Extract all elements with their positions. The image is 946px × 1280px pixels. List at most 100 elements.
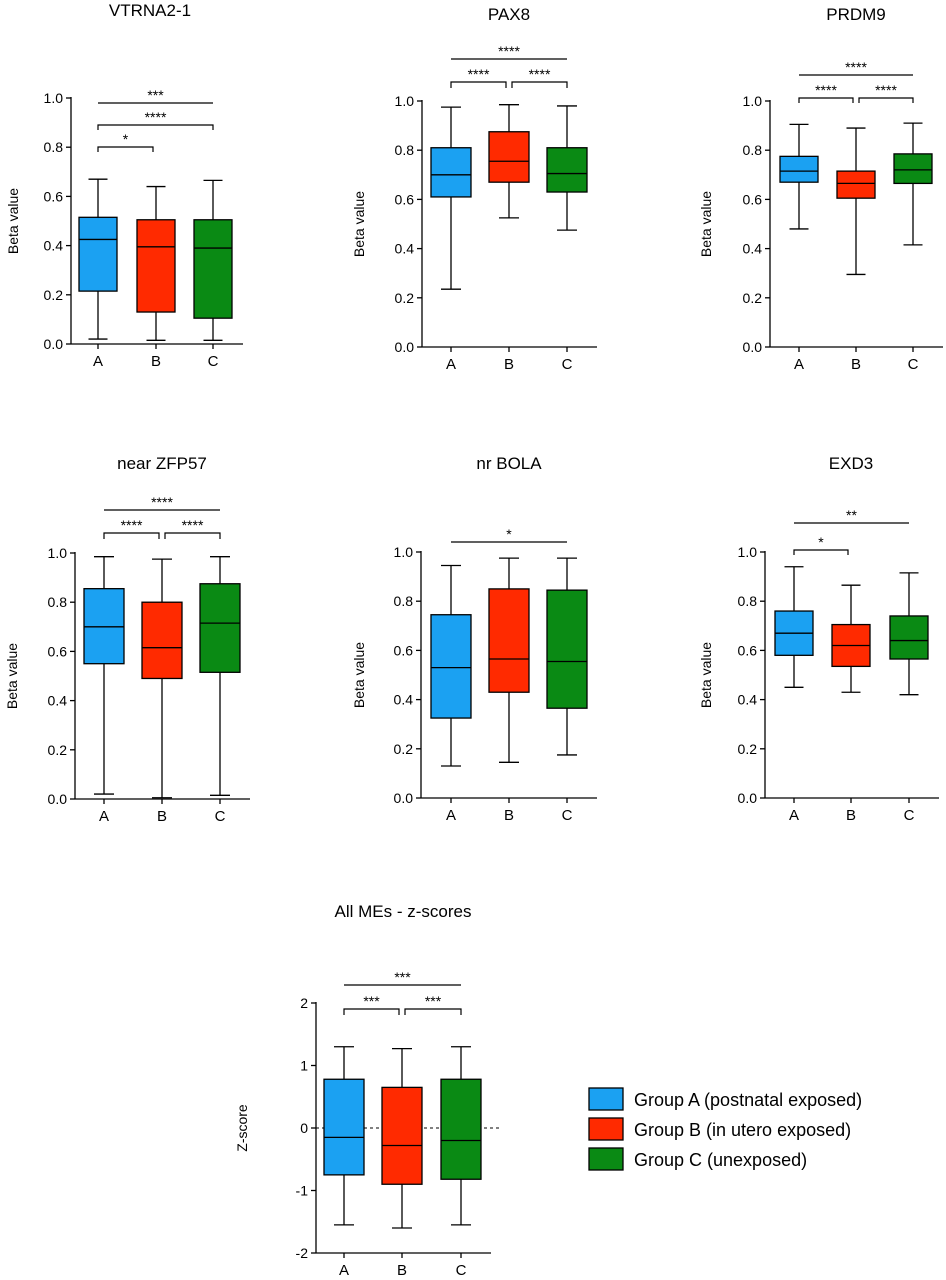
chart-title: PRDM9 xyxy=(826,5,886,24)
significance-label: **** xyxy=(182,517,204,533)
box-body xyxy=(546,147,588,193)
chart-panel: VTRNA2-1 Beta value 0.0 0.2 0.4 0.6 0.8 1.0 A B C *… xyxy=(5,1,243,370)
significance-label: **** xyxy=(468,66,490,82)
bracket-line xyxy=(858,97,914,103)
y-tick-label: 0.2 xyxy=(738,741,758,757)
box-c xyxy=(546,105,588,231)
significance-label: * xyxy=(506,526,512,542)
y-tick-label: 0 xyxy=(300,1120,308,1136)
chart-title: PAX8 xyxy=(488,5,530,24)
significance-bracket: *** xyxy=(343,993,400,1015)
y-tick-label: 0.8 xyxy=(738,593,758,609)
legend-swatch-c xyxy=(588,1147,624,1171)
y-axis-label: Beta value xyxy=(698,642,714,708)
y-tick-label: 1.0 xyxy=(395,93,415,109)
y-tick-label: 0.2 xyxy=(395,290,415,306)
x-tick-label: B xyxy=(151,353,161,370)
box-body xyxy=(440,1078,482,1180)
chart-panel: nr BOLA Beta value 0.0 0.2 0.4 0.6 0.8 1.0 A B C * xyxy=(351,454,597,824)
significance-bracket: **** xyxy=(798,82,854,103)
y-tick-label: -2 xyxy=(296,1245,309,1261)
y-tick-label: 0.0 xyxy=(743,339,763,355)
significance-label: *** xyxy=(425,993,442,1009)
y-tick-label: 0.0 xyxy=(738,790,758,806)
box-b xyxy=(836,127,876,276)
box-a xyxy=(430,564,472,767)
y-tick-label: 0.4 xyxy=(44,238,64,254)
significance-bracket: **** xyxy=(858,82,914,103)
y-tick-label: 0.4 xyxy=(743,241,763,257)
significance-label: **** xyxy=(498,43,520,59)
box-b xyxy=(488,557,530,763)
box-a xyxy=(430,106,472,290)
significance-bracket: **** xyxy=(511,66,568,88)
x-tick-label: C xyxy=(908,356,919,373)
box-c xyxy=(893,122,933,246)
y-tick-label: 1.0 xyxy=(44,90,64,106)
x-tick-label: C xyxy=(215,808,226,825)
legend-item-b: Group B (in utero exposed) xyxy=(588,1117,851,1141)
significance-bracket: * xyxy=(451,526,567,543)
y-tick-label: 0.6 xyxy=(44,188,64,204)
bracket-line xyxy=(164,532,221,539)
x-tick-label: C xyxy=(562,356,573,373)
box-body xyxy=(199,583,241,673)
significance-label: **** xyxy=(121,517,143,533)
y-tick-label: 0.8 xyxy=(394,593,414,609)
y-tick-label: 1 xyxy=(300,1058,308,1074)
y-tick-label: 0.0 xyxy=(44,336,64,352)
x-tick-label: A xyxy=(446,807,456,824)
bracket-line xyxy=(343,1008,400,1015)
box-body xyxy=(488,131,530,183)
x-tick-label: B xyxy=(397,1262,407,1279)
y-tick-label: 0.4 xyxy=(48,693,68,709)
y-tick-label: 0.8 xyxy=(48,594,68,610)
legend-label-b: Group B (in utero exposed) xyxy=(634,1120,851,1140)
legend-swatch-a xyxy=(588,1087,624,1111)
significance-bracket: **** xyxy=(103,517,160,539)
significance-bracket: **** xyxy=(164,517,221,539)
box-body xyxy=(893,153,933,185)
bracket-line xyxy=(793,549,849,555)
legend: Group A (postnatal exposed) Group B (in … xyxy=(588,1087,862,1171)
box-body xyxy=(889,615,929,660)
y-tick-label: 1.0 xyxy=(394,544,414,560)
y-tick-label: 1.0 xyxy=(48,545,68,561)
x-tick-label: A xyxy=(93,353,103,370)
y-tick-label: 0.0 xyxy=(394,790,414,806)
x-tick-label: C xyxy=(562,807,573,824)
y-tick-label: 1.0 xyxy=(738,544,758,560)
y-tick-label: 0.2 xyxy=(44,287,64,303)
chart-panel: near ZFP57 Beta value 0.0 0.2 0.4 0.6 0.8 1.0 A B… xyxy=(4,454,250,825)
x-tick-label: B xyxy=(157,808,167,825)
bracket-line xyxy=(511,81,568,88)
x-tick-label: B xyxy=(851,356,861,373)
y-tick-label: 0.2 xyxy=(394,741,414,757)
chart-title: nr BOLA xyxy=(476,454,542,473)
x-tick-label: A xyxy=(339,1262,349,1279)
y-tick-label: 2 xyxy=(300,995,308,1011)
legend-label-c: Group C (unexposed) xyxy=(634,1150,807,1170)
box-body xyxy=(141,601,183,680)
box-body xyxy=(779,155,819,183)
y-tick-label: 0.6 xyxy=(395,191,415,207)
y-tick-label: 0.8 xyxy=(44,139,64,155)
significance-label: ** xyxy=(846,507,857,523)
bracket-line xyxy=(404,1008,462,1015)
bracket-line xyxy=(97,124,214,130)
significance-label: **** xyxy=(529,66,551,82)
box-c xyxy=(193,179,233,341)
x-tick-label: B xyxy=(846,807,856,824)
x-tick-label: A xyxy=(789,807,799,824)
box-body xyxy=(546,589,588,709)
chart-title: near ZFP57 xyxy=(117,454,207,473)
y-axis-label: Beta value xyxy=(351,191,367,257)
y-axis-label: Beta value xyxy=(4,643,20,709)
box-body xyxy=(430,147,472,198)
box-a xyxy=(779,123,819,230)
y-axis-label: Beta value xyxy=(698,191,714,257)
legend-item-c: Group C (unexposed) xyxy=(588,1147,807,1171)
y-axis-label: Beta value xyxy=(5,188,21,254)
box-body xyxy=(193,219,233,319)
